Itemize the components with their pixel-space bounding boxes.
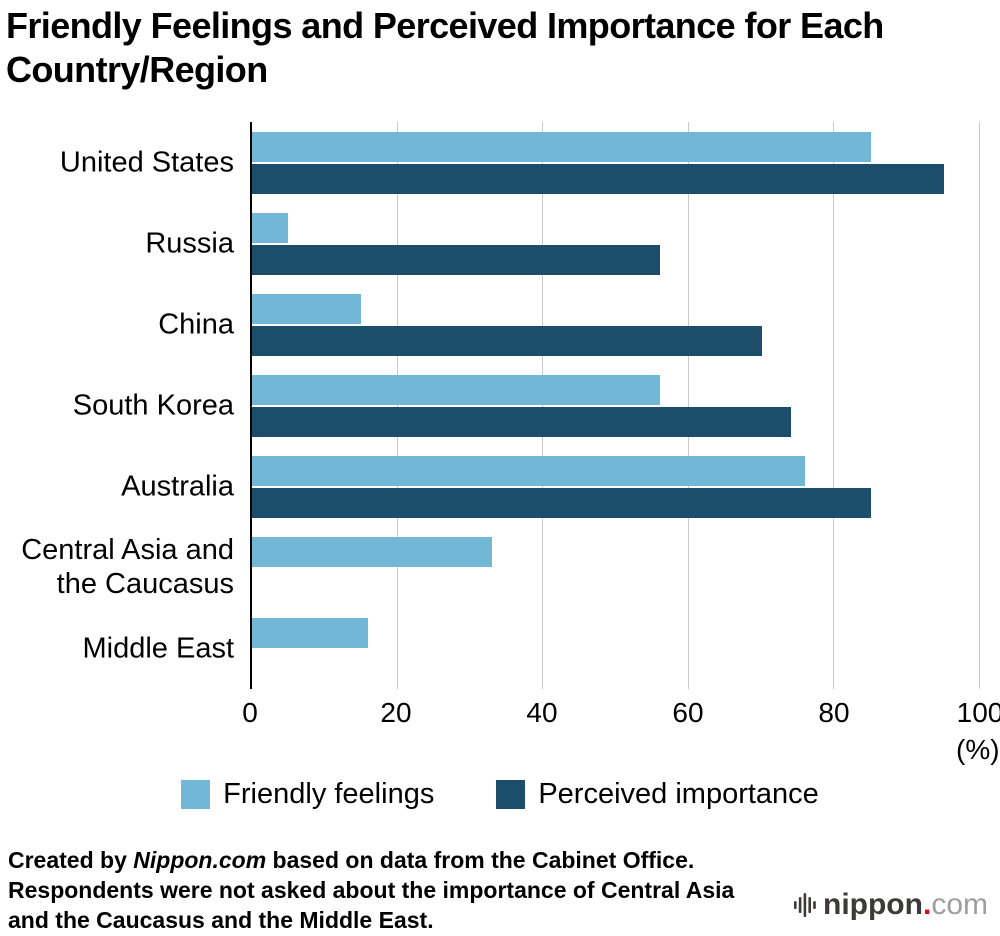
category-label: Australia — [121, 470, 234, 503]
bar-perceived-importance — [252, 406, 791, 437]
bar-chart: United States Russia China South Korea Austr… — [0, 122, 1000, 782]
logo-dot: . — [922, 888, 932, 921]
source-note-prefix: Created by — [8, 847, 134, 873]
chart-row: Middle East — [82, 608, 980, 689]
gridline — [396, 122, 398, 689]
logo-tld: com — [931, 888, 988, 921]
bar-slot — [252, 617, 980, 649]
bar-slot — [252, 406, 980, 438]
x-axis-unit: (%) — [956, 734, 1000, 765]
x-axis: (%) 0 20 40 60 80 100 — [242, 697, 1000, 787]
legend-label-friendly: Friendly feelings — [223, 778, 435, 810]
source-note: Created by Nippon.com based on data from… — [8, 846, 750, 936]
bar-slot — [252, 536, 980, 568]
bar-perceived-importance — [252, 244, 660, 275]
legend-swatch-importance — [496, 780, 526, 809]
bar-friendly-feelings — [252, 536, 493, 567]
logo-name: nippon — [823, 888, 923, 921]
bar-slot — [252, 293, 980, 325]
x-tick-label: 100 — [956, 697, 1000, 728]
bar-friendly-feelings — [252, 212, 289, 243]
chart-row: Central Asia and the Caucasus — [21, 527, 980, 608]
source-note-suffix: based on data from the Cabinet Office. — [266, 847, 695, 873]
x-tick-label: 20 — [380, 697, 412, 728]
bar-slot — [252, 131, 980, 163]
chart-row: Australia — [121, 446, 980, 527]
category-label: Middle East — [82, 632, 234, 665]
category-label: Central Asia and the Caucasus — [21, 533, 234, 601]
x-tick-label: 80 — [818, 697, 850, 728]
bar-slot — [252, 244, 980, 276]
bar-slot — [252, 649, 980, 681]
source-name: Nippon.com — [133, 847, 267, 873]
chart-rows: United States Russia China South Korea Austr… — [21, 122, 980, 689]
bar-friendly-feelings — [252, 455, 806, 486]
bar-slot — [252, 568, 980, 600]
bar-slot — [252, 487, 980, 519]
gridline — [979, 122, 980, 689]
source-note-line2: Respondents were not asked about the imp… — [8, 876, 735, 933]
category-label: South Korea — [72, 389, 234, 422]
bar-slot — [252, 325, 980, 357]
x-tick-label: 0 — [242, 697, 258, 728]
chart-title: Friendly Feelings and Perceived Importan… — [6, 5, 884, 90]
soundwave-icon — [794, 893, 816, 917]
bar-perceived-importance — [252, 487, 871, 518]
gridline — [542, 122, 544, 689]
chart-row: China — [158, 284, 980, 365]
x-tick-label: 60 — [672, 697, 704, 728]
legend-swatch-friendly — [181, 780, 211, 809]
nippon-logo: nippon. com — [794, 888, 988, 922]
bar-perceived-importance — [252, 163, 944, 194]
chart-grid — [250, 122, 980, 689]
bar-slot — [252, 374, 980, 406]
bar-friendly-feelings — [252, 374, 660, 405]
bar-friendly-feelings — [252, 617, 369, 648]
bar-friendly-feelings — [252, 131, 871, 162]
category-label: United States — [59, 146, 234, 179]
legend: Friendly feelings Perceived importance — [0, 778, 1000, 811]
chart-row: South Korea — [73, 365, 980, 446]
bar-slot — [252, 163, 980, 195]
gridline — [833, 122, 835, 689]
category-label: China — [158, 308, 234, 341]
gridline — [687, 122, 689, 689]
category-label: Russia — [145, 227, 234, 260]
legend-item-friendly: Friendly feelings — [181, 778, 434, 811]
chart-row: United States — [60, 122, 980, 203]
bar-friendly-feelings — [252, 293, 362, 324]
chart-row: Russia — [145, 203, 980, 284]
x-tick-label: 40 — [526, 697, 558, 728]
bar-slot — [252, 455, 980, 487]
legend-label-importance: Perceived importance — [538, 778, 819, 810]
legend-item-importance: Perceived importance — [496, 778, 819, 811]
bar-perceived-importance — [252, 325, 762, 356]
bar-slot — [252, 212, 980, 244]
